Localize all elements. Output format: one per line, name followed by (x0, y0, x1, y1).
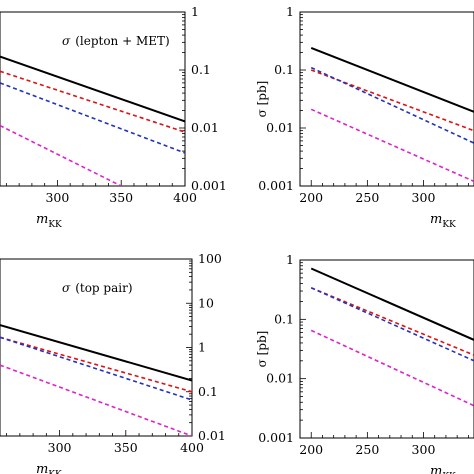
x-axis-label-main: m (430, 212, 442, 227)
x-tick-label: 300 (45, 190, 69, 205)
series-line-2 (0, 336, 192, 393)
y-tick-label: 1 (286, 4, 294, 19)
y-tick-label: 0.1 (191, 62, 211, 77)
panel-annotation: σ (top pair) (62, 281, 133, 295)
series-line-4 (310, 329, 474, 407)
y-tick-label: 0.1 (198, 384, 218, 399)
y-tick-label: 0.001 (258, 178, 294, 193)
x-tick-label: 400 (173, 190, 197, 205)
series-line-2 (0, 70, 185, 133)
x-tick-label: 300 (412, 442, 436, 457)
series-line-1 (0, 324, 192, 382)
annotation-text: (top pair) (75, 281, 132, 295)
y-tick-label: 100 (198, 251, 222, 266)
series-group (310, 46, 474, 183)
x-axis-label-main: m (36, 462, 48, 474)
x-axis-label-main: m (36, 212, 48, 227)
panel-annotation: σ (lepton + MET) (62, 34, 170, 48)
series-line-3 (310, 287, 474, 362)
series-line-3 (310, 66, 474, 144)
panel-top-right: 1 0.1 0.01 0.001 200 250 300 mKK σ [pb] (255, 4, 474, 230)
series-group (310, 267, 474, 407)
series-line-1 (0, 55, 185, 123)
y-tick-label: 1 (286, 252, 294, 267)
series-line-3 (0, 82, 185, 154)
y-tick-label: 0.01 (191, 120, 219, 135)
x-axis-label: mKK (36, 212, 62, 230)
annotation-symbol: σ (62, 281, 71, 295)
y-tick-label: 0.01 (198, 428, 226, 443)
x-tick-label: 250 (355, 190, 379, 205)
panel-bottom-right: 1 0.1 0.01 0.001 200 250 300 mKK σ [pb] (255, 252, 474, 474)
x-axis-label-main: m (430, 464, 442, 474)
panel-bottom-left: 100 10 1 0.1 0.01 300 350 400 mKK σ (top pair) (0, 251, 226, 474)
panel-top-left: 1 0.1 0.01 0.001 300 350 400 mKK σ (lepton + MET) (0, 4, 227, 230)
y-tick-label: 10 (198, 295, 214, 310)
x-axis-label-sub: KK (48, 220, 62, 230)
x-tick-label: 300 (48, 440, 72, 455)
x-tick-label: 250 (355, 442, 379, 457)
series-line-1 (310, 267, 474, 341)
plot-frame (299, 259, 474, 439)
series-line-4 (0, 124, 122, 186)
x-axis-label-sub: KK (442, 472, 456, 474)
x-tick-label: 200 (299, 190, 323, 205)
series-line-4 (310, 108, 474, 183)
series-line-2 (310, 287, 474, 356)
y-axis-label: σ [pb] (255, 81, 269, 118)
x-axis-label-sub: KK (442, 220, 456, 230)
x-axis-label: mKK (430, 212, 456, 230)
y-tick-label: 0.001 (191, 178, 227, 193)
x-tick-label: 350 (109, 190, 133, 205)
x-tick-label: 300 (412, 190, 436, 205)
plot-frame (0, 11, 186, 187)
y-tick-label: 1 (191, 4, 199, 19)
x-axis-label: mKK (430, 464, 456, 474)
series-line-4 (0, 364, 192, 436)
y-tick-label: 0.1 (274, 311, 294, 326)
series-line-1 (310, 46, 474, 113)
series-line-3 (0, 336, 192, 401)
x-axis-label: mKK (36, 462, 62, 474)
y-tick-label: 1 (198, 340, 206, 355)
y-tick-label: 0.01 (266, 120, 294, 135)
series-group (0, 324, 192, 436)
x-axis-label-sub: KK (48, 470, 62, 474)
x-tick-label: 350 (114, 440, 138, 455)
y-tick-label: 0.001 (258, 430, 294, 445)
annotation-text: (lepton + MET) (75, 34, 170, 48)
x-tick-label: 400 (180, 440, 204, 455)
annotation-symbol: σ (62, 34, 71, 48)
y-tick-label: 0.01 (266, 371, 294, 386)
plot-frame (299, 11, 474, 187)
y-tick-label: 0.1 (274, 62, 294, 77)
series-group (0, 55, 185, 186)
y-axis-label: σ [pb] (255, 331, 269, 368)
x-tick-label: 200 (299, 442, 323, 457)
